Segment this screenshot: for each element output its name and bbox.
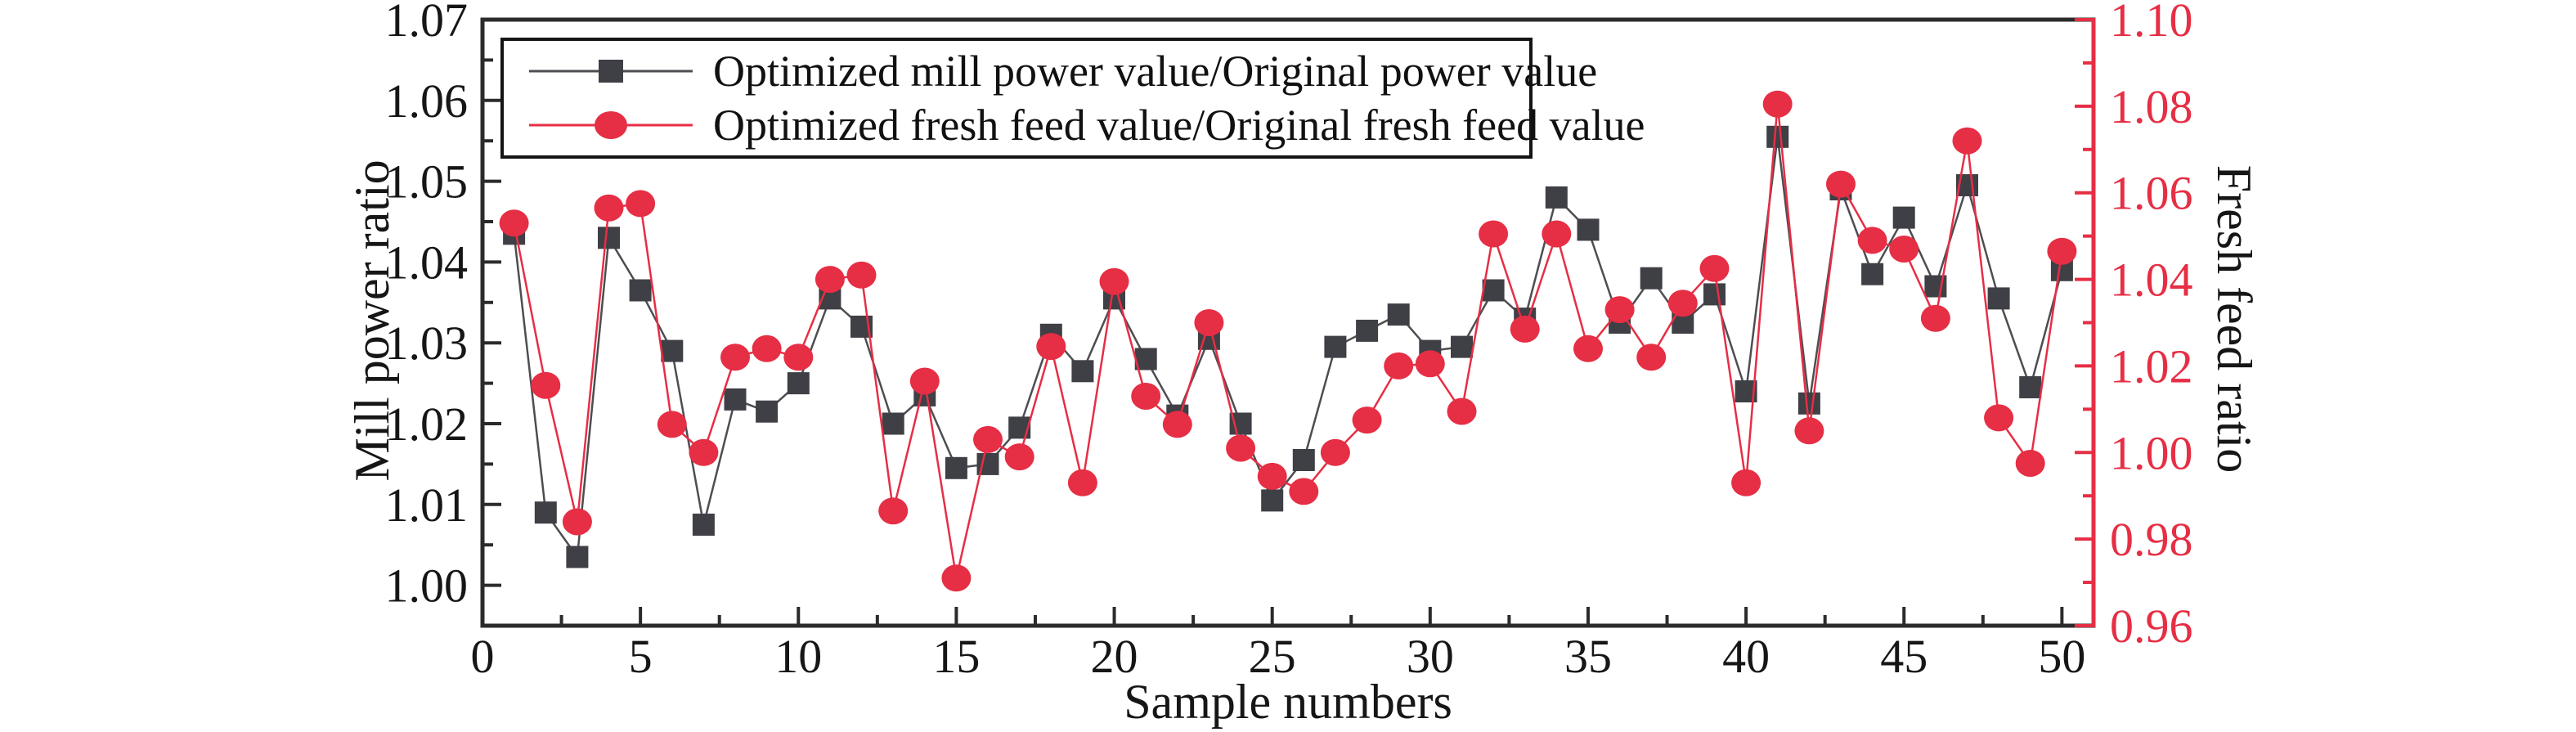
- svg-text:1.06: 1.06: [385, 74, 469, 128]
- y-axis-title-left: Mill power ratio: [345, 159, 399, 482]
- svg-text:0.96: 0.96: [2110, 600, 2193, 653]
- svg-text:40: 40: [1722, 630, 1770, 683]
- svg-text:0: 0: [471, 630, 495, 683]
- svg-text:1.00: 1.00: [2110, 426, 2193, 479]
- legend-item-mill-power: Optimized mill power value/Original powe…: [525, 46, 1597, 97]
- svg-text:1.01: 1.01: [385, 478, 469, 532]
- svg-text:20: 20: [1091, 630, 1138, 683]
- svg-text:50: 50: [2038, 630, 2085, 683]
- svg-text:10: 10: [774, 630, 822, 683]
- svg-text:1.04: 1.04: [2110, 254, 2193, 307]
- svg-text:35: 35: [1564, 630, 1612, 683]
- circle-marker-icon: [529, 111, 693, 139]
- svg-text:25: 25: [1249, 630, 1296, 683]
- svg-text:1.05: 1.05: [385, 155, 469, 209]
- legend-label-mill-power: Optimized mill power value/Original powe…: [713, 47, 1598, 96]
- legend-label-fresh-feed: Optimized fresh feed value/Original fres…: [713, 101, 1645, 150]
- svg-text:1.00: 1.00: [385, 559, 469, 613]
- svg-text:1.04: 1.04: [385, 236, 469, 289]
- x-axis-title: Sample numbers: [1124, 675, 1452, 729]
- svg-text:1.02: 1.02: [385, 397, 469, 451]
- svg-text:0.98: 0.98: [2110, 513, 2193, 566]
- legend: Optimized mill power value/Original powe…: [500, 38, 1645, 159]
- svg-text:1.07: 1.07: [385, 0, 469, 47]
- legend-item-fresh-feed: Optimized fresh feed value/Original fres…: [525, 100, 1645, 150]
- svg-text:5: 5: [629, 630, 653, 683]
- svg-text:1.03: 1.03: [385, 317, 469, 370]
- svg-text:1.02: 1.02: [2110, 339, 2193, 393]
- y-axis-title-right: Fresh feed ratio: [2207, 164, 2261, 474]
- svg-text:30: 30: [1407, 630, 1454, 683]
- svg-text:1.06: 1.06: [2110, 167, 2193, 220]
- svg-text:1.08: 1.08: [2110, 80, 2193, 133]
- svg-text:15: 15: [932, 630, 980, 683]
- square-marker-icon: [529, 60, 693, 83]
- svg-text:45: 45: [1880, 630, 1928, 683]
- svg-text:1.10: 1.10: [2110, 0, 2193, 47]
